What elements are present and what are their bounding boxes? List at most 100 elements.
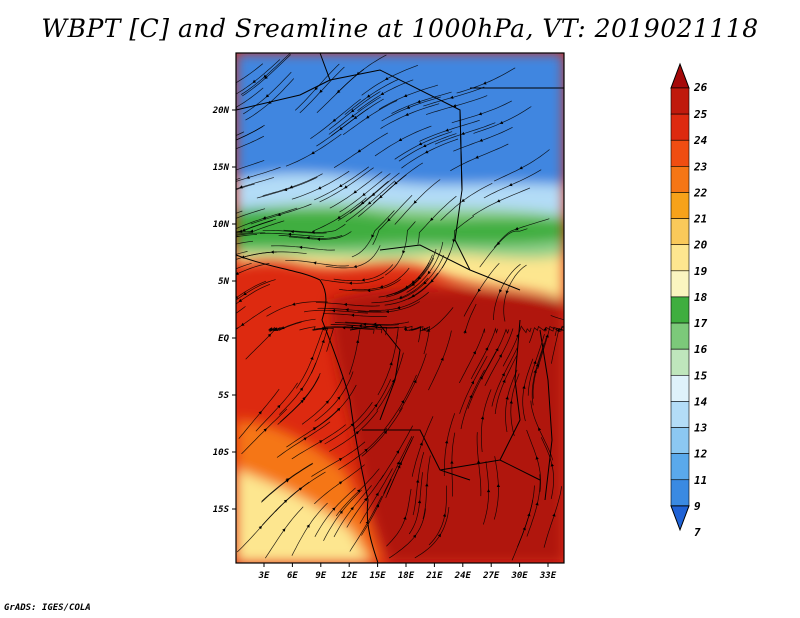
- streamline: [399, 254, 445, 300]
- streamline: [456, 67, 516, 94]
- border-drc-east: [499, 319, 521, 461]
- streamline-arrow: [204, 243, 207, 246]
- streamline: [262, 173, 323, 197]
- streamline-arrow: [366, 115, 370, 119]
- streamline-arrow: [398, 138, 403, 141]
- streamline-arrow: [213, 260, 216, 263]
- streamline: [285, 259, 349, 267]
- streamline: [527, 333, 545, 396]
- streamline: [450, 143, 509, 172]
- lon-tick-label: 15E: [369, 571, 386, 581]
- streamline-arrow: [533, 369, 537, 374]
- streamline-arrow: [486, 489, 491, 493]
- streamline: [369, 291, 429, 311]
- streamline: [236, 280, 267, 299]
- streamline: [291, 170, 350, 200]
- streamline: [256, 176, 318, 199]
- streamline: [314, 166, 370, 201]
- streamline: [243, 71, 292, 115]
- streamline: [476, 432, 482, 497]
- streamline-arrow: [306, 236, 310, 240]
- streamline-arrow: [480, 416, 485, 420]
- streamline-arrow: [430, 217, 434, 221]
- streamline: [391, 91, 452, 114]
- streamline: [325, 245, 381, 269]
- streamline-arrow: [403, 93, 408, 98]
- streamline-arrow: [424, 150, 429, 154]
- streamline: [502, 325, 532, 367]
- streamline: [311, 441, 366, 477]
- streamline-arrow: [479, 138, 483, 142]
- streamline: [372, 195, 413, 245]
- streamline-arrow: [337, 396, 341, 400]
- streamline: [351, 210, 395, 258]
- streamline: [236, 301, 237, 302]
- streamline: [493, 456, 499, 520]
- streamline: [236, 232, 253, 235]
- streamline-arrow: [476, 460, 481, 464]
- streamline: [351, 267, 410, 291]
- streamline: [383, 436, 413, 494]
- streamline-arrow: [319, 89, 323, 93]
- streamline: [493, 263, 521, 321]
- streamline: [294, 63, 340, 111]
- streamline: [453, 126, 513, 152]
- colorbar-label: 13: [694, 422, 708, 435]
- streamline-arrow: [423, 281, 427, 285]
- border-chad-sudan: [454, 109, 471, 271]
- streamline: [236, 160, 265, 171]
- border-zambia: [439, 459, 541, 481]
- streamline-arrow: [332, 507, 336, 511]
- streamline-arrow: [367, 201, 372, 205]
- lon-tick-label: 21E: [425, 571, 443, 581]
- streamline: [409, 307, 454, 333]
- streamline-arrow: [501, 372, 505, 377]
- streamline-arrow: [332, 118, 337, 122]
- streamline: [316, 108, 369, 147]
- streamline: [337, 180, 389, 221]
- streamline-arrow: [325, 400, 329, 404]
- streamline-arrow: [231, 218, 234, 221]
- streamline-arrow: [417, 99, 421, 104]
- streamline-arrow: [496, 241, 501, 246]
- latitude-axis: 20N 15N 10N 5N EQ 5S 10S 15S: [212, 106, 236, 515]
- streamline: [312, 197, 367, 232]
- streamline-arrow: [416, 479, 420, 483]
- streamline-arrow: [418, 142, 423, 146]
- streamline-arrow: [389, 361, 393, 366]
- streamline-arrow: [218, 247, 221, 250]
- streamline: [236, 87, 264, 108]
- streamline-arrow: [385, 76, 389, 80]
- streamline: [266, 301, 328, 317]
- streamline: [522, 358, 534, 422]
- lon-tick-label: 30E: [510, 571, 528, 581]
- streamline: [480, 389, 492, 453]
- colorbar-segment: [670, 374, 690, 402]
- map-title: WBPT [C] and Sreamline at 1000hPa, VT: 2…: [41, 14, 759, 43]
- streamline-arrow: [339, 510, 343, 514]
- streamline-arrow: [478, 112, 483, 116]
- streamline-arrow: [258, 411, 262, 415]
- streamline-arrow: [383, 430, 387, 435]
- streamline-arrow: [339, 126, 343, 130]
- streamline: [408, 472, 423, 535]
- streamline: [236, 208, 266, 219]
- streamline: [236, 305, 272, 330]
- streamline: [236, 262, 252, 270]
- lon-tick-label: 12E: [341, 571, 358, 581]
- streamline: [380, 103, 440, 129]
- streamline: [463, 262, 500, 317]
- streamline-arrow: [505, 396, 509, 400]
- streamline: [236, 232, 266, 236]
- streamline-arrow: [348, 281, 352, 285]
- streamline-arrow: [519, 166, 523, 170]
- colorbar-segment: [670, 139, 690, 167]
- border-drc-west: [349, 324, 401, 421]
- streamline-arrow: [353, 190, 357, 194]
- streamline-arrow: [538, 427, 542, 431]
- streamline-arrow: [552, 513, 556, 517]
- streamline-arrow: [252, 79, 257, 83]
- streamline-arrow: [236, 271, 239, 275]
- streamline: [551, 328, 564, 364]
- streamline-arrow: [550, 463, 554, 467]
